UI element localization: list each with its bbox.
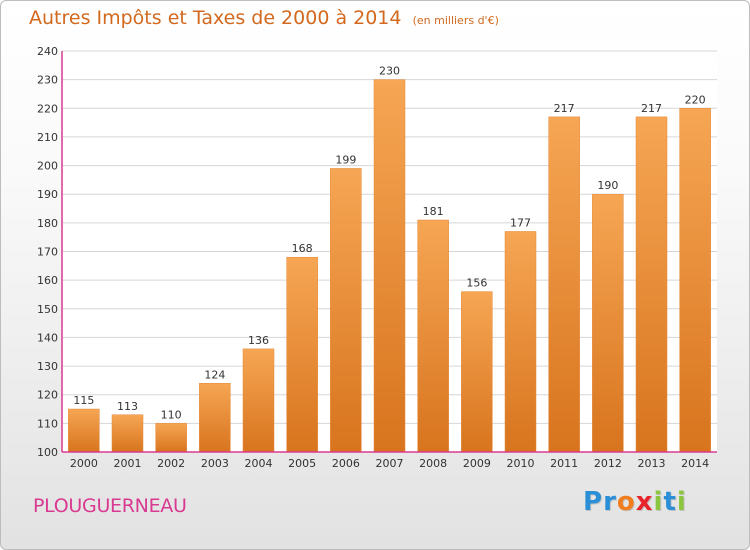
data-label: 217 — [554, 102, 575, 115]
x-tick-label: 2011 — [550, 457, 578, 470]
brand-letter: x — [635, 487, 654, 517]
y-tick-label: 170 — [37, 246, 58, 259]
bar — [286, 256, 318, 453]
x-tick-label: 2014 — [681, 457, 709, 470]
data-label: 156 — [466, 277, 487, 290]
title-block: Autres Impôts et Taxes de 2000 à 2014 (e… — [29, 7, 499, 29]
data-label: 230 — [379, 65, 400, 78]
chart-title: Autres Impôts et Taxes de 2000 à 2014 — [29, 7, 402, 29]
data-label: 110 — [161, 408, 182, 421]
brand-letter: P — [583, 487, 604, 517]
data-label: 168 — [292, 242, 313, 255]
x-tick-label: 2013 — [638, 457, 666, 470]
chart-subtitle: (en milliers d'€) — [412, 14, 499, 27]
y-tick-label: 130 — [37, 360, 58, 373]
data-label: 190 — [597, 179, 618, 192]
x-tick-label: 2004 — [245, 457, 273, 470]
x-tick-label: 2005 — [288, 457, 316, 470]
bar — [373, 79, 406, 453]
y-tick-label: 190 — [37, 188, 58, 201]
brand-letter: t — [663, 487, 677, 517]
bar — [68, 408, 100, 453]
y-tick-label: 140 — [37, 331, 58, 344]
bar — [461, 291, 493, 453]
y-tick-label: 100 — [37, 446, 58, 459]
y-tick-label: 240 — [37, 45, 58, 58]
bar — [417, 219, 449, 453]
x-tick-label: 2000 — [70, 457, 98, 470]
bar — [504, 231, 537, 453]
x-tick-label: 2007 — [376, 457, 404, 470]
y-tick-label: 200 — [37, 160, 58, 173]
data-label: 177 — [510, 216, 531, 229]
data-label: 124 — [204, 368, 225, 381]
x-tick-label: 2010 — [507, 457, 535, 470]
bar — [635, 116, 668, 453]
x-tick-label: 2003 — [201, 457, 229, 470]
x-tick-label: 2012 — [594, 457, 622, 470]
y-tick-label: 220 — [37, 102, 58, 115]
y-tick-label: 230 — [37, 74, 58, 87]
brand-letter: r — [603, 487, 617, 517]
x-tick-label: 2009 — [463, 457, 491, 470]
bar — [548, 116, 580, 453]
bar — [199, 383, 231, 453]
bar — [111, 414, 144, 453]
bar — [330, 168, 362, 453]
data-label: 220 — [685, 93, 706, 106]
data-label: 136 — [248, 334, 269, 347]
x-tick-label: 2002 — [157, 457, 185, 470]
y-tick-label: 160 — [37, 274, 58, 287]
y-tick-label: 210 — [37, 131, 58, 144]
brand-logo: Proxiti — [583, 487, 687, 517]
brand-letter: i — [676, 487, 687, 517]
brand-letter: i — [653, 487, 664, 517]
bar — [242, 348, 275, 453]
y-tick-label: 180 — [37, 217, 58, 230]
y-tick-label: 120 — [37, 389, 58, 402]
data-label: 115 — [73, 394, 94, 407]
x-tick-label: 2001 — [114, 457, 142, 470]
data-label: 181 — [423, 205, 444, 218]
data-label: 217 — [641, 102, 662, 115]
brand-letter: o — [616, 487, 636, 517]
bar — [592, 193, 624, 453]
place-name: PLOUGUERNEAU — [33, 495, 187, 517]
y-tick-label: 150 — [37, 303, 58, 316]
x-tick-label: 2006 — [332, 457, 360, 470]
x-tick-label: 2008 — [419, 457, 447, 470]
bar — [155, 423, 187, 453]
data-label: 113 — [117, 400, 138, 413]
y-tick-label: 110 — [37, 417, 58, 430]
bar — [679, 108, 711, 453]
data-label: 199 — [335, 153, 356, 166]
